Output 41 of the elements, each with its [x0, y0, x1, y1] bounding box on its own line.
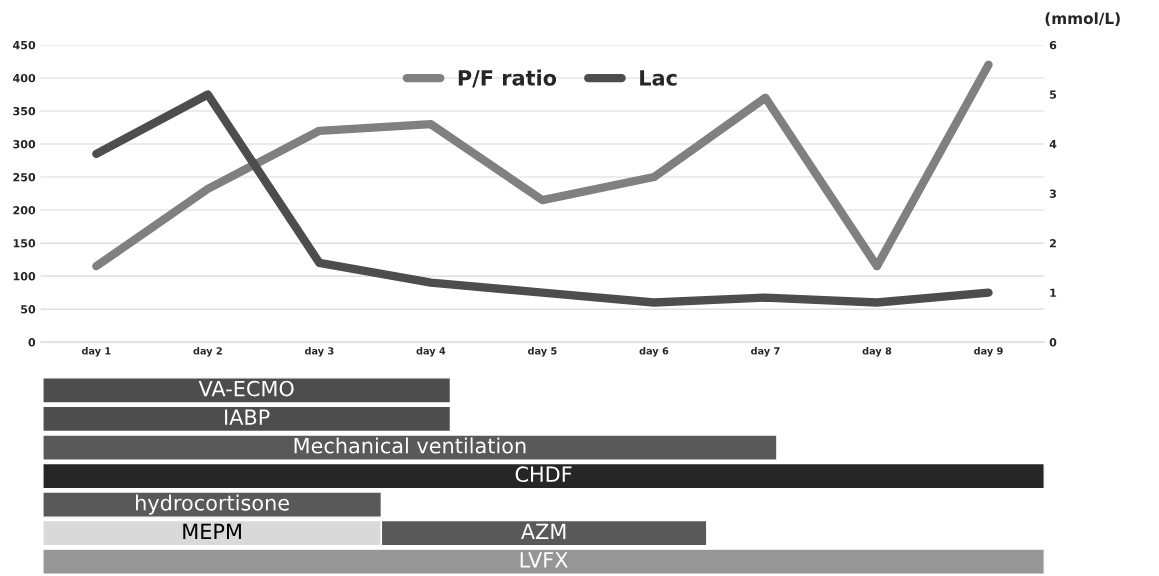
y-tick-label: 200 [13, 206, 36, 215]
x-tick-label: day 2 [193, 347, 222, 357]
legend-label: P/F ratio [458, 69, 557, 88]
legend-label: Lac [640, 70, 677, 86]
y-tick-label: IABP [225, 409, 270, 425]
x-tick-label: day 4 [416, 347, 446, 357]
x-tick-label: day 3 [304, 347, 334, 357]
x-tick-label: day 7 [751, 347, 780, 357]
y-tick-label: 250 [13, 173, 36, 182]
y-tick-label: 100 [13, 272, 36, 281]
y-tick-label: 450 [13, 40, 36, 50]
y-tick-label: CHDF [515, 466, 572, 483]
y-tick-label: 50 [21, 305, 36, 314]
y2-tick-label: 3 [1049, 189, 1056, 198]
bar [42, 405, 452, 433]
y-tick-label: VA-ECMO [198, 380, 294, 397]
y-tick-label: 300 [13, 139, 36, 149]
y2-axis-title: (mmol/L) [1045, 12, 1120, 26]
y-tick-label: LVFX [520, 552, 568, 568]
y-tick-label: 0 [28, 338, 36, 347]
x-tick-label: day 9 [974, 347, 1003, 357]
x-tick-label: day 6 [639, 347, 669, 357]
x-tick-label: day 8 [862, 347, 892, 357]
y2-tick-label: 1 [1050, 288, 1057, 297]
bar [42, 462, 1045, 490]
y2-tick-label: 0 [1049, 338, 1057, 347]
y2-tick-label: 6 [1049, 40, 1057, 50]
y2-tick-label: 5 [1049, 90, 1057, 99]
x-tick-label: day 5 [528, 347, 557, 357]
y-tick-label: 150 [13, 239, 36, 248]
x-tick-label: day 1 [81, 347, 111, 357]
y-tick-label: 400 [13, 73, 36, 83]
series-label: AZM [520, 523, 566, 539]
bar [42, 548, 1045, 575]
y2-tick-label: 2 [1050, 239, 1056, 248]
y-tick-label: 350 [13, 106, 36, 116]
bar [42, 377, 452, 404]
y-tick-label: Mechanical ventilation [294, 437, 526, 454]
y-tick-label: MEPM [183, 523, 241, 539]
y2-tick-label: 4 [1049, 140, 1057, 149]
y-tick-label: hydrocortisone [136, 494, 289, 515]
